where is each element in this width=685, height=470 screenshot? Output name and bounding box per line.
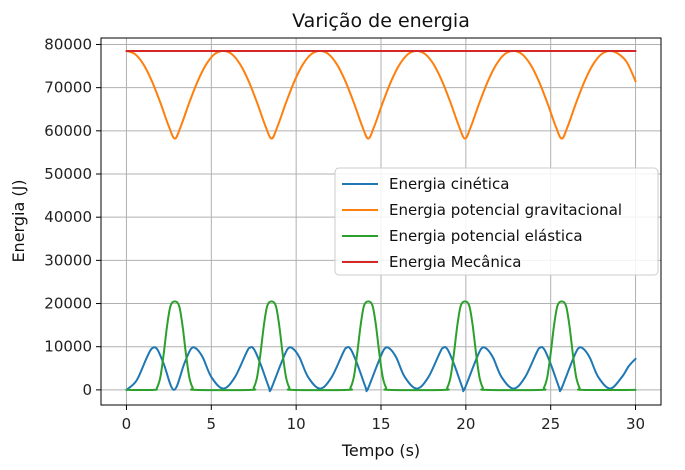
legend-label-2: Energia potencial gravitacional bbox=[389, 201, 622, 219]
x-axis-label: Tempo (s) bbox=[341, 441, 420, 460]
ticks: 0 5 10 15 20 25 30 0 10000 20000 30000 40000 50000 60… bbox=[44, 35, 645, 433]
y-tick-label: 50000 bbox=[44, 165, 92, 183]
x-tick-label: 15 bbox=[371, 415, 390, 433]
y-axis-label: Energia (J) bbox=[9, 179, 28, 262]
legend-box bbox=[334, 167, 659, 276]
y-tick-label: 0 bbox=[82, 381, 92, 399]
series-line-1 bbox=[125, 346, 637, 393]
y-tick-label: 30000 bbox=[44, 251, 92, 269]
y-tick-label: 10000 bbox=[44, 338, 92, 356]
x-tick-label: 30 bbox=[626, 415, 645, 433]
legend-label-3: Energia potencial elástica bbox=[389, 227, 583, 245]
y-tick-label: 70000 bbox=[44, 79, 92, 97]
x-tick-label: 10 bbox=[287, 415, 306, 433]
legend-label-1: Energia cinética bbox=[389, 175, 509, 193]
series-line-3 bbox=[125, 300, 637, 392]
y-tick-label: 20000 bbox=[44, 295, 92, 313]
x-tick-label: 25 bbox=[541, 415, 560, 433]
x-tick-label: 0 bbox=[122, 415, 132, 433]
x-tick-label: 20 bbox=[456, 415, 475, 433]
chart-title: Varição de energia bbox=[292, 10, 470, 32]
y-tick-label: 60000 bbox=[44, 122, 92, 140]
y-tick-label: 40000 bbox=[44, 208, 92, 226]
series-line-2 bbox=[125, 49, 637, 140]
legend-label-4: Energia Mecânica bbox=[389, 253, 522, 271]
series-layer bbox=[125, 49, 637, 393]
x-tick-label: 5 bbox=[207, 415, 217, 433]
y-tick-label: 80000 bbox=[44, 35, 92, 53]
legend: Energia cinética Energia potencial gravit… bbox=[334, 167, 659, 276]
